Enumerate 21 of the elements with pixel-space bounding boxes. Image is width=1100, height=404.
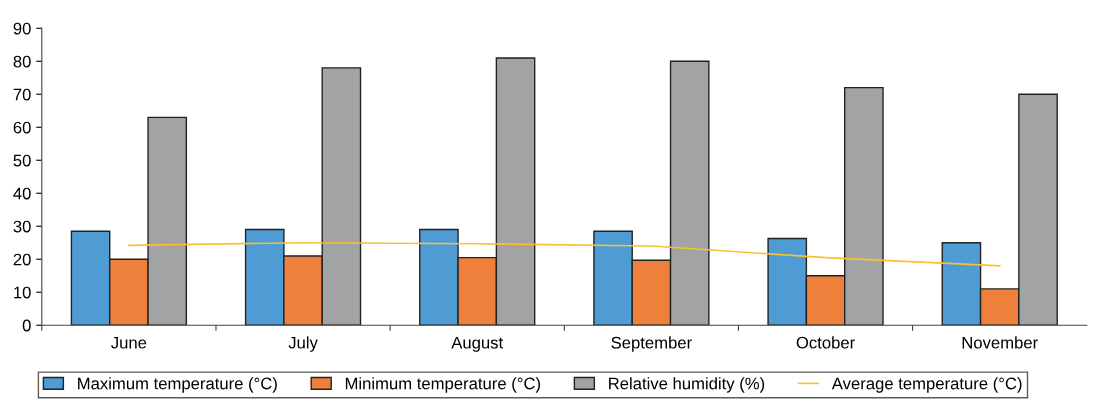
legend-label: Average temperature (°C) [831,377,1022,393]
x-tick-label: September [611,336,692,352]
legend-label: Relative humidity (%) [609,377,765,393]
x-tick-label: October [796,336,855,349]
x-tick-label: July [288,336,318,352]
legend-label: Minimum temperature (°C) [345,377,541,393]
y-tick-label: 20 [13,253,31,266]
y-tick-label: 70 [13,88,31,101]
y-tick-label: 60 [13,121,31,134]
y-tick-label: 30 [13,220,31,233]
x-tick-label: August [451,336,504,352]
line-series [128,241,1001,267]
y-tick-label: 40 [13,187,31,200]
y-tick-label: 0 [22,319,31,332]
legend-label: Maximum temperature (°C) [78,377,277,393]
y-tick-label: 80 [13,55,31,68]
y-tick-label: 90 [13,22,31,35]
x-tick-label: June [111,336,147,349]
y-tick-label: 10 [14,286,31,299]
y-tick-label: 50 [13,154,31,167]
x-tick-label: November [962,336,1038,349]
